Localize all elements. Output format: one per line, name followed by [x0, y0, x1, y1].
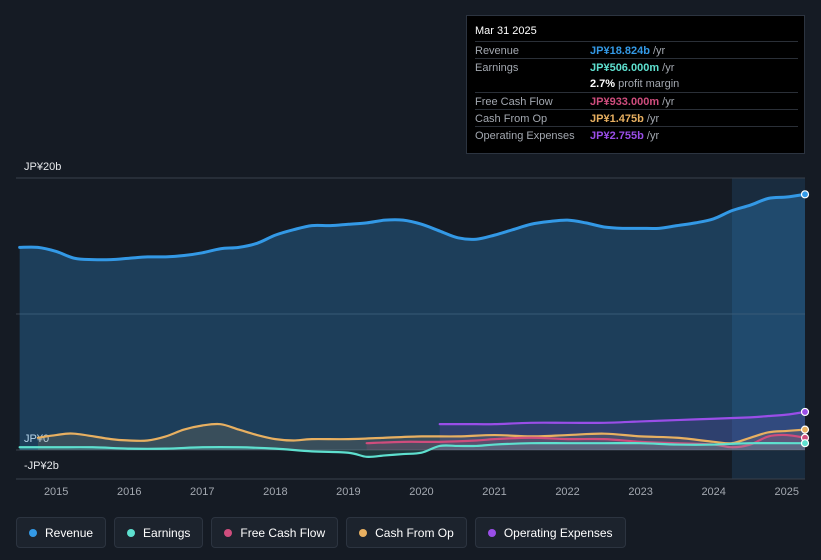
- tooltip-label: Revenue: [475, 45, 520, 57]
- legend-dot-icon: [224, 528, 233, 537]
- operating-expenses-area: [439, 411, 805, 450]
- tooltip-value-revenue: JP¥18.824b /yr: [590, 45, 666, 57]
- tooltip-label: Operating Expenses: [475, 130, 575, 142]
- tooltip-row-earnings: Earnings JP¥506.000m /yr: [475, 58, 798, 76]
- legend: Revenue Earnings Free Cash Flow Cash Fro…: [16, 517, 626, 548]
- tooltip-value-fcf: JP¥933.000m /yr: [590, 96, 675, 108]
- tooltip-row-opex: Operating Expenses JP¥2.755b /yr: [475, 126, 798, 144]
- cash-from-op-end-point: [800, 425, 810, 434]
- legend-label: Earnings: [143, 525, 191, 540]
- legend-dot-icon: [359, 528, 368, 537]
- x-tick-label: 2023: [628, 486, 652, 498]
- legend-item-operating-expenses[interactable]: Operating Expenses: [474, 517, 626, 548]
- tooltip-row-margin: 2.7% profit margin: [475, 75, 798, 92]
- x-tick-label: 2025: [774, 486, 798, 498]
- legend-item-earnings[interactable]: Earnings: [114, 517, 204, 548]
- x-tick-label: 2019: [336, 486, 360, 498]
- y-tick-label: -JP¥2b: [24, 460, 59, 472]
- tooltip-value-cfo: JP¥1.475b /yr: [590, 113, 660, 125]
- tooltip-label: Free Cash Flow: [475, 96, 553, 108]
- revenue-line: [18, 192, 807, 262]
- operating-expenses-line: [438, 410, 807, 426]
- x-tick-label: 2024: [701, 486, 725, 498]
- tooltip-row-revenue: Revenue JP¥18.824b /yr: [475, 41, 798, 59]
- operating-expenses-end-point: [800, 407, 810, 417]
- tooltip-value-margin: 2.7% profit margin: [590, 78, 680, 90]
- legend-item-free-cash-flow[interactable]: Free Cash Flow: [211, 517, 339, 548]
- tooltip-value-earnings: JP¥506.000m /yr: [590, 62, 675, 74]
- x-tick-label: 2016: [117, 486, 141, 498]
- legend-dot-icon: [127, 528, 136, 537]
- tooltip-date: Mar 31 2025: [475, 25, 537, 37]
- revenue-area: [19, 194, 806, 450]
- legend-label: Operating Expenses: [503, 525, 613, 540]
- earnings-line: [18, 442, 807, 458]
- earnings-area: [19, 443, 806, 457]
- x-tick-label: 2022: [555, 486, 579, 498]
- tooltip-label: Cash From Op: [475, 113, 548, 125]
- tooltip: Mar 31 2025 Revenue JP¥18.824b /yr Earni…: [466, 15, 805, 154]
- legend-item-cash-from-op[interactable]: Cash From Op: [346, 517, 467, 548]
- free-cash-flow-line: [365, 433, 807, 449]
- x-tick-label: 2020: [409, 486, 433, 498]
- cash-from-op-line: [36, 422, 807, 445]
- x-tick-label: 2017: [190, 486, 214, 498]
- x-tick-label: 2018: [263, 486, 287, 498]
- legend-label: Cash From Op: [375, 525, 454, 540]
- legend-dot-icon: [29, 528, 37, 537]
- tooltip-row-cfo: Cash From Op JP¥1.475b /yr: [475, 109, 798, 127]
- revenue-end-point: [800, 190, 810, 199]
- tooltip-value-opex: JP¥2.755b /yr: [590, 130, 660, 142]
- tooltip-row-fcf: Free Cash Flow JP¥933.000m /yr: [475, 92, 798, 110]
- legend-label: Revenue: [45, 525, 94, 540]
- tooltip-label: Earnings: [475, 62, 519, 74]
- legend-label: Free Cash Flow: [240, 525, 326, 540]
- x-tick-label: 2015: [44, 486, 68, 498]
- y-tick-label: JP¥20b: [24, 161, 61, 173]
- x-tick-label: 2021: [482, 486, 506, 498]
- legend-item-revenue[interactable]: Revenue: [16, 517, 107, 548]
- highlight-band: [731, 178, 805, 479]
- legend-dot-icon: [487, 528, 496, 537]
- earnings-end-point: [800, 439, 810, 448]
